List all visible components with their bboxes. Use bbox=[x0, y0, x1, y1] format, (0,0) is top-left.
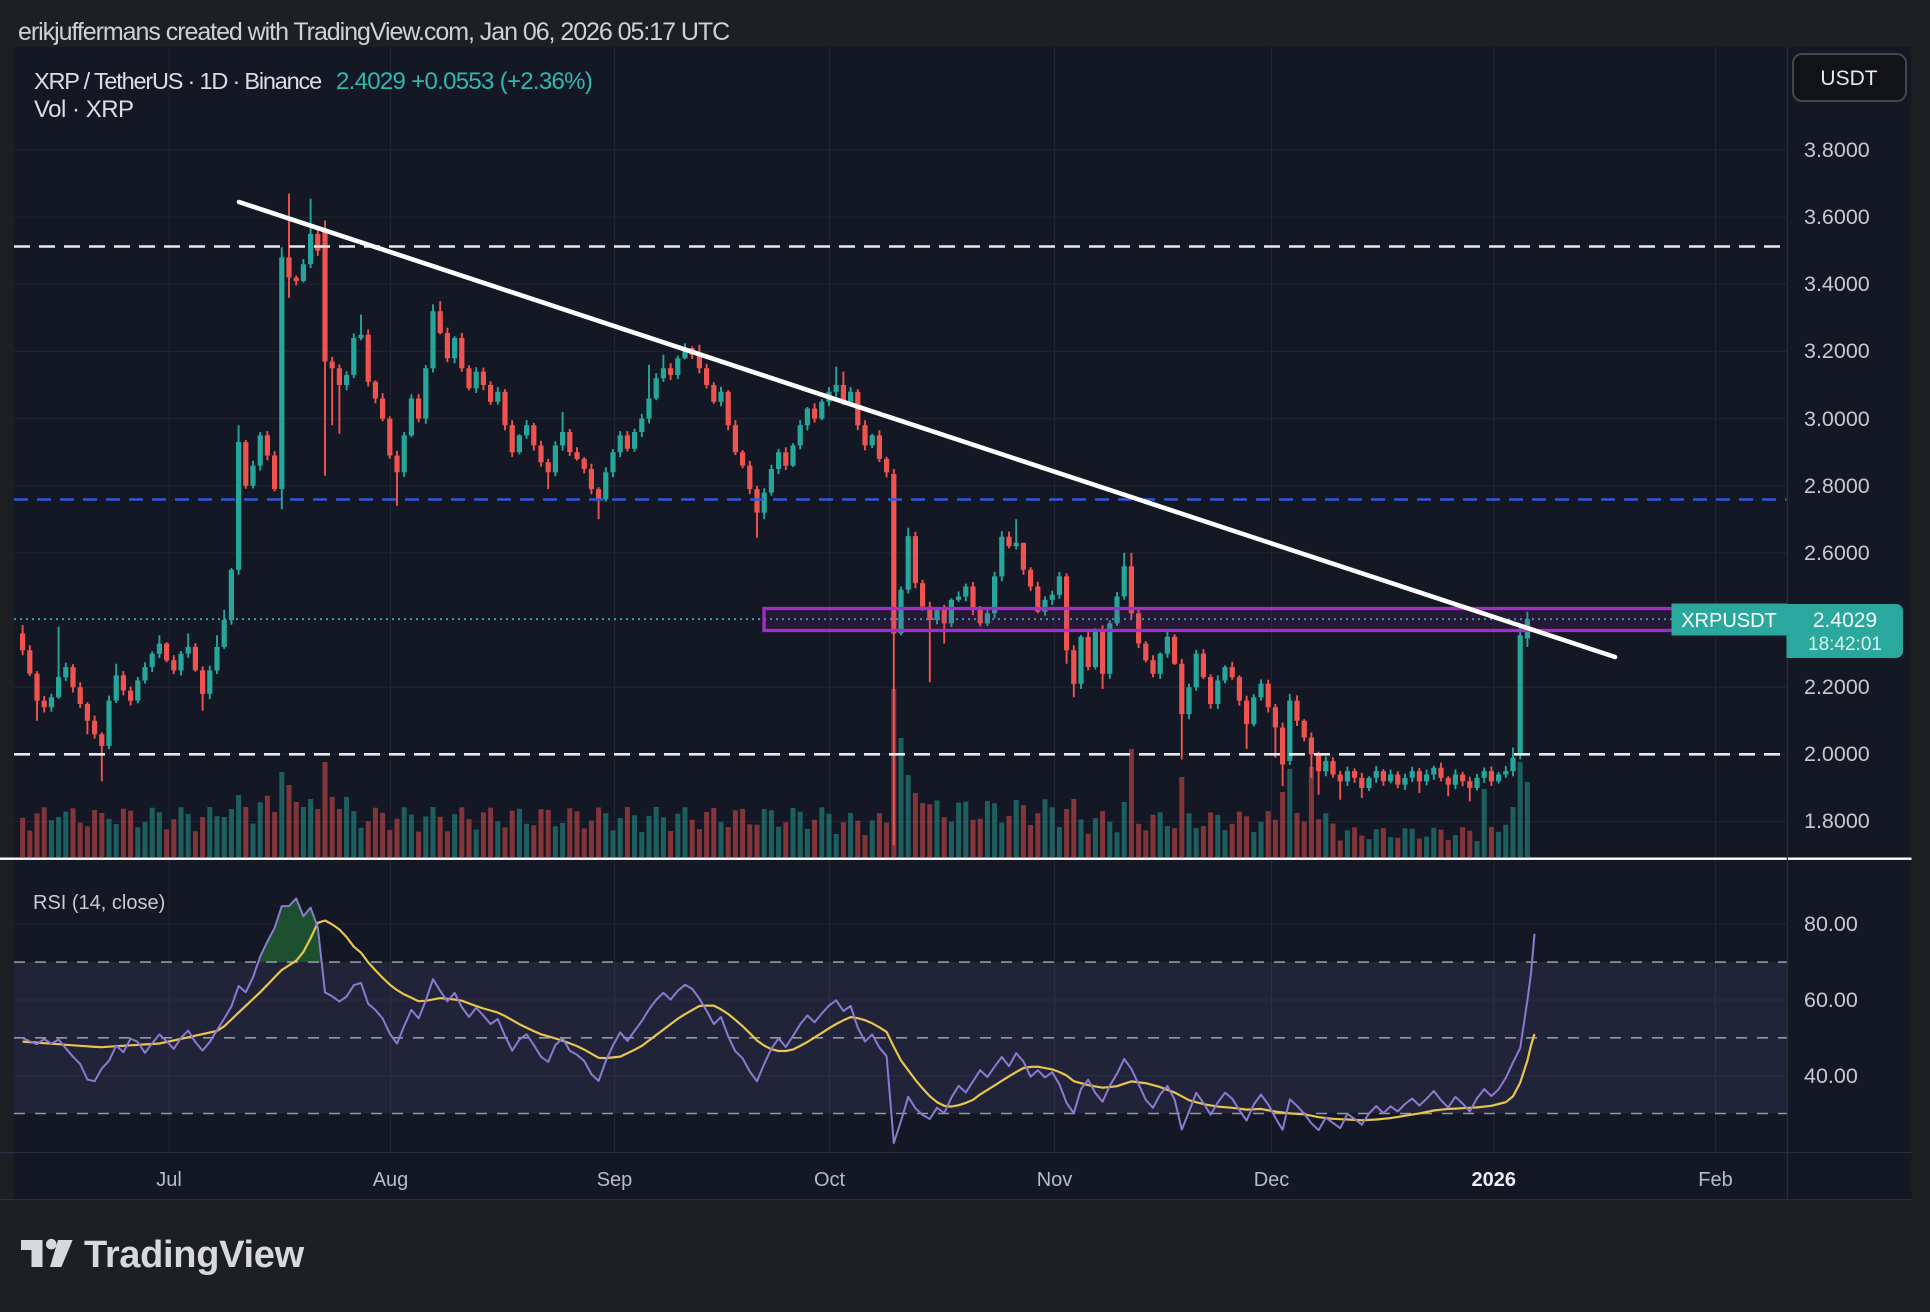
svg-text:erikjuffermans created with Tr: erikjuffermans created with TradingView.… bbox=[18, 18, 730, 46]
svg-text:2.6000: 2.6000 bbox=[1804, 541, 1870, 565]
svg-text:3.6000: 3.6000 bbox=[1804, 205, 1870, 229]
svg-text:Vol · XRP: Vol · XRP bbox=[34, 96, 134, 123]
svg-text:80.00: 80.00 bbox=[1804, 912, 1858, 936]
svg-text:40.00: 40.00 bbox=[1804, 1064, 1858, 1088]
svg-text:Sep: Sep bbox=[597, 1169, 633, 1191]
svg-text:Feb: Feb bbox=[1698, 1169, 1732, 1191]
svg-text:Jul: Jul bbox=[156, 1169, 182, 1191]
svg-text:2026: 2026 bbox=[1472, 1169, 1517, 1191]
svg-text:Nov: Nov bbox=[1037, 1169, 1073, 1191]
svg-text:60.00: 60.00 bbox=[1804, 988, 1858, 1012]
svg-text:3.8000: 3.8000 bbox=[1804, 138, 1870, 162]
svg-text:Aug: Aug bbox=[373, 1169, 409, 1191]
svg-text:2.4029: 2.4029 bbox=[1813, 609, 1877, 632]
svg-text:3.0000: 3.0000 bbox=[1804, 407, 1870, 431]
svg-text:TradingView: TradingView bbox=[84, 1234, 305, 1276]
svg-text:1.8000: 1.8000 bbox=[1804, 809, 1870, 833]
svg-text:2.4029 +0.0553 (+2.36%): 2.4029 +0.0553 (+2.36%) bbox=[336, 68, 592, 95]
svg-text:2.2000: 2.2000 bbox=[1804, 675, 1870, 699]
svg-text:XRPUSDT: XRPUSDT bbox=[1681, 610, 1777, 632]
svg-text:Dec: Dec bbox=[1254, 1169, 1290, 1191]
svg-text:3.2000: 3.2000 bbox=[1804, 339, 1870, 363]
svg-text:18:42:01: 18:42:01 bbox=[1808, 634, 1882, 655]
svg-text:Oct: Oct bbox=[814, 1169, 846, 1191]
svg-text:2.0000: 2.0000 bbox=[1804, 742, 1870, 766]
svg-text:RSI (14, close): RSI (14, close) bbox=[33, 892, 165, 914]
svg-text:3.4000: 3.4000 bbox=[1804, 272, 1870, 296]
svg-text:XRP / TetherUS · 1D · Binance: XRP / TetherUS · 1D · Binance bbox=[34, 68, 322, 94]
svg-text:USDT: USDT bbox=[1820, 67, 1877, 90]
svg-text:2.8000: 2.8000 bbox=[1804, 474, 1870, 498]
